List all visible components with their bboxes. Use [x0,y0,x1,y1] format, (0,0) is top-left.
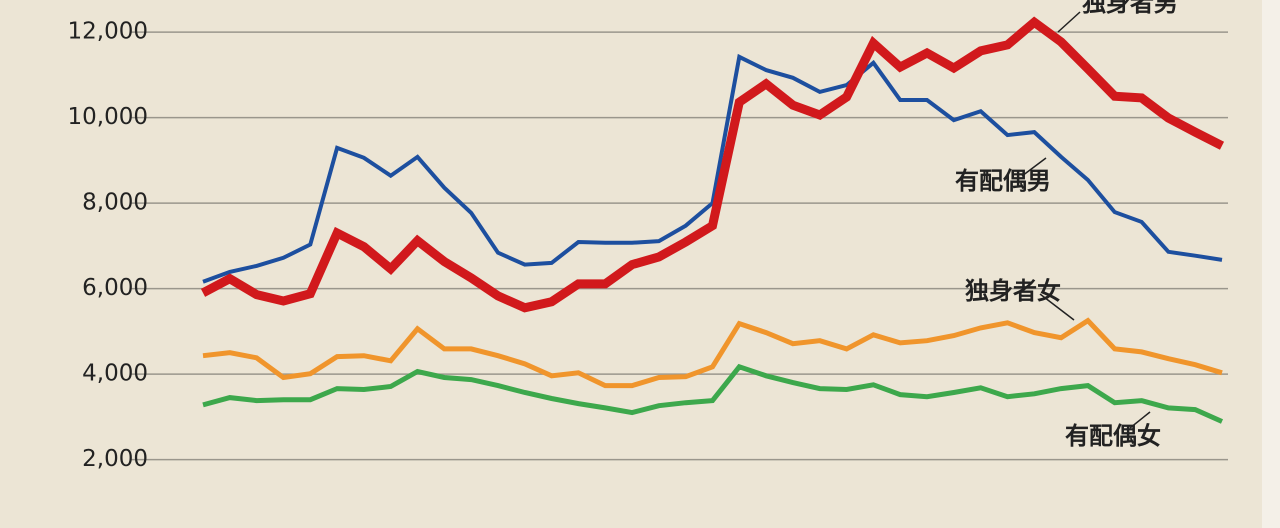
series-label: 独身者女 [965,277,1061,305]
series-label: 有配偶女 [1065,422,1161,450]
series-line [202,363,1224,424]
series-line [200,16,1225,313]
y-tick-label: 8,000 [82,190,148,216]
y-tick-label: 12,000 [68,19,148,45]
y-tick-label: 4,000 [82,361,148,387]
y-tick-label: 6,000 [82,275,148,301]
leader-line [1039,293,1075,321]
y-tick-label: 10,000 [68,104,148,130]
series-label: 有配偶男 [955,167,1051,195]
series-label: 独身者男 [1082,0,1178,17]
leader-line [1129,411,1151,429]
series-line [202,317,1223,389]
leader-line [1021,157,1047,177]
leader-line [1057,11,1081,33]
y-tick-label: 2,000 [82,446,148,472]
series-line [202,53,1223,284]
